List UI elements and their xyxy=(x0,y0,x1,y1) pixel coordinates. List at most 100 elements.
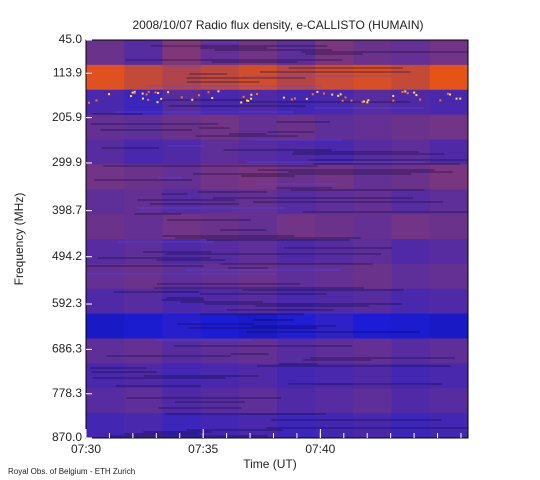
cell xyxy=(124,413,163,439)
cell xyxy=(429,239,469,265)
x-tick-label: 07:35 xyxy=(188,442,218,456)
speck xyxy=(419,98,422,101)
cell xyxy=(391,89,431,116)
cell xyxy=(86,263,125,290)
cell xyxy=(200,214,240,240)
cell xyxy=(124,388,163,414)
cell xyxy=(124,114,163,140)
speck xyxy=(147,90,150,93)
speck xyxy=(305,97,308,100)
cell xyxy=(429,288,469,315)
cell xyxy=(315,239,354,265)
speck xyxy=(406,92,409,95)
cell xyxy=(238,64,278,91)
speck xyxy=(350,99,353,102)
cell xyxy=(124,288,163,315)
cell xyxy=(353,40,393,66)
cell xyxy=(391,114,431,140)
cell xyxy=(124,214,163,240)
cell xyxy=(86,363,125,389)
cell xyxy=(391,288,431,315)
speck xyxy=(108,93,111,96)
cell xyxy=(391,363,431,389)
cell xyxy=(277,64,316,91)
cell xyxy=(86,413,125,439)
y-tick-label: 45.0 xyxy=(59,32,83,46)
speck xyxy=(282,96,285,99)
speck xyxy=(337,94,340,97)
cell xyxy=(277,239,316,265)
cell xyxy=(353,388,393,414)
y-tick-label: 592.3 xyxy=(52,296,82,310)
cell xyxy=(353,313,393,339)
cell xyxy=(315,413,354,439)
cell xyxy=(429,338,469,364)
cell xyxy=(391,40,431,66)
cell xyxy=(162,413,202,439)
cell xyxy=(162,288,202,315)
speck xyxy=(448,93,451,96)
cell xyxy=(238,413,278,439)
speck xyxy=(145,93,148,96)
speck xyxy=(439,99,442,102)
cell xyxy=(353,413,393,439)
cell xyxy=(353,263,393,290)
cell xyxy=(86,139,125,165)
speck xyxy=(87,101,90,104)
y-tick-label: 870.0 xyxy=(52,430,82,444)
cell xyxy=(124,338,163,364)
speck xyxy=(129,95,132,98)
cell xyxy=(429,313,469,339)
x-tick-label: 07:40 xyxy=(305,442,335,456)
cell xyxy=(162,64,202,91)
cell xyxy=(277,363,316,389)
cell xyxy=(315,114,354,140)
cell xyxy=(391,263,431,290)
speck xyxy=(167,91,170,94)
x-tick-label: 07:30 xyxy=(71,442,101,456)
cell xyxy=(86,64,125,91)
cell xyxy=(277,263,316,290)
speck xyxy=(157,92,160,95)
cell xyxy=(200,388,240,414)
cell xyxy=(162,40,202,66)
y-tick-label: 113.9 xyxy=(53,65,82,79)
cell xyxy=(353,288,393,315)
speck xyxy=(147,98,150,101)
speck xyxy=(331,93,334,96)
cell xyxy=(86,288,125,315)
y-tick-label: 205.9 xyxy=(52,110,82,124)
cell xyxy=(238,89,278,116)
cell xyxy=(315,64,354,91)
cell xyxy=(391,388,431,414)
speck xyxy=(242,95,245,98)
cell xyxy=(391,214,431,240)
cell xyxy=(162,189,202,215)
cell xyxy=(353,164,393,190)
cell xyxy=(200,413,240,439)
cell xyxy=(429,114,469,140)
speck xyxy=(247,99,250,102)
speck xyxy=(191,98,194,101)
speck xyxy=(361,100,364,103)
cell xyxy=(391,64,431,91)
speck xyxy=(316,90,319,93)
cell xyxy=(124,164,163,190)
speck xyxy=(344,96,347,99)
cell xyxy=(200,164,240,190)
cell xyxy=(162,164,202,190)
cell xyxy=(353,114,393,140)
cell xyxy=(238,40,278,66)
cell xyxy=(200,313,240,339)
speck xyxy=(154,91,157,94)
cell xyxy=(200,64,240,91)
axes: 45.0 113.9 205.9 299.9 398.7 494.2 592.3 686.3 7… xyxy=(52,32,469,456)
cell xyxy=(315,164,354,190)
cell xyxy=(429,164,469,190)
y-tick-label: 686.3 xyxy=(52,342,82,356)
cell xyxy=(162,313,202,339)
cell xyxy=(238,338,278,364)
cell xyxy=(238,239,278,265)
speck xyxy=(197,94,200,97)
